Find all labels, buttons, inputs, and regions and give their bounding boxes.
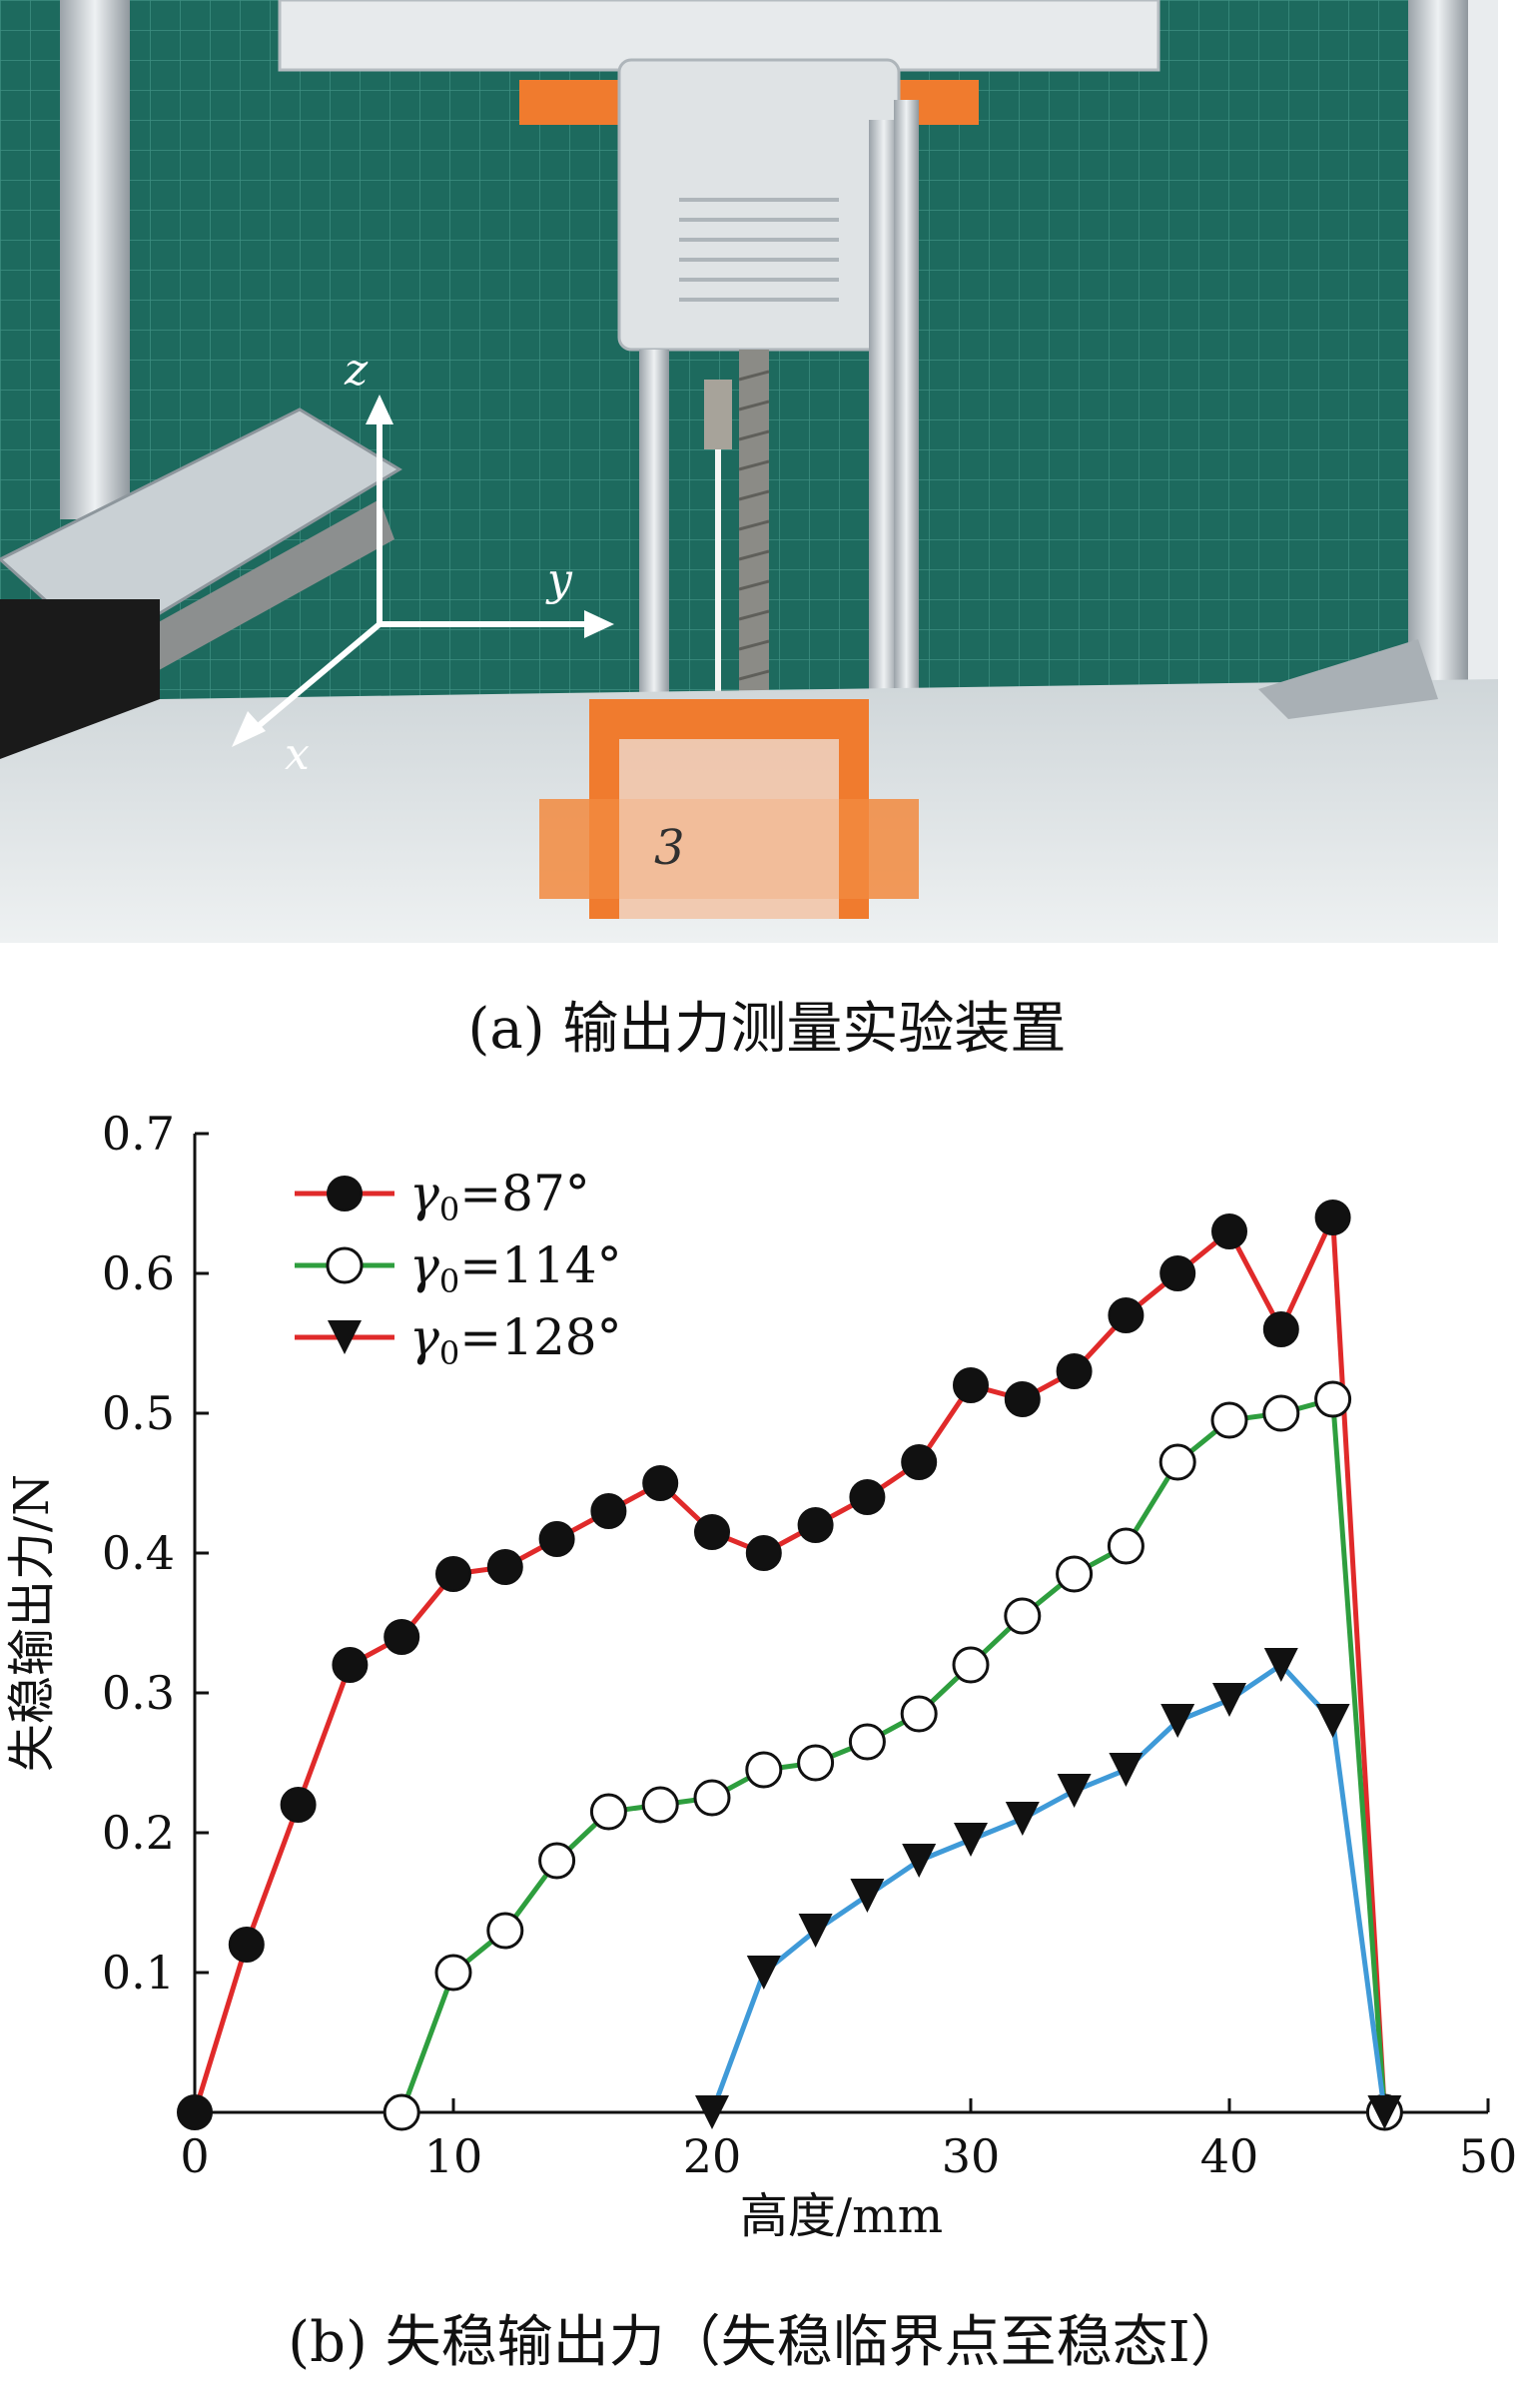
data-point (695, 2095, 729, 2129)
x-tick-label: 10 (424, 2129, 483, 2183)
x-axis-title: 高度/mm (740, 2188, 943, 2244)
data-point (1314, 1380, 1352, 1418)
data-point (435, 1556, 471, 1592)
data-point (848, 1723, 886, 1761)
data-point (1056, 1555, 1094, 1593)
y-tick-label: 0.2 (102, 1806, 175, 1860)
x-axis-label: x (285, 729, 310, 780)
legend-label: γ0=114° (409, 1236, 622, 1300)
data-point (1315, 1704, 1350, 1738)
specimen-mark: 3 (654, 820, 685, 876)
data-point (1057, 1774, 1092, 1808)
data-point (746, 1956, 781, 1990)
legend-entry-2: γ0=114° (295, 1236, 622, 1300)
data-point (383, 2093, 420, 2131)
data-point (384, 1619, 420, 1655)
data-point (642, 1465, 679, 1501)
y-tick-label: 0.5 (102, 1386, 175, 1440)
caption-photo: (a) 输出力测量实验装置 (467, 997, 1067, 1062)
series-line (709, 1661, 1387, 2113)
series-2 (383, 1380, 1403, 2131)
data-point (745, 1751, 783, 1789)
data-point (850, 1879, 885, 1913)
data-point (1056, 1353, 1093, 1389)
x-tick-label: 50 (1459, 2129, 1518, 2183)
series-3 (695, 1648, 1402, 2129)
caption-chart: (b) 失稳输出力（失稳临界点至稳态I） (288, 2310, 1246, 2375)
data-point (1004, 1381, 1041, 1417)
legend-marker (327, 1176, 363, 1211)
legend-marker (328, 1320, 362, 1354)
data-point (538, 1842, 576, 1880)
data-point (1107, 1527, 1145, 1565)
data-point (1108, 1297, 1145, 1333)
data-point (902, 1844, 937, 1878)
data-point (1263, 1648, 1298, 1682)
data-point (1004, 1597, 1042, 1635)
series-line (192, 1215, 1387, 2113)
data-point (486, 1549, 523, 1585)
legend-entry-3: γ0=128° (295, 1308, 622, 1372)
legend-entry-1: γ0=87° (295, 1165, 590, 1228)
data-point (798, 1914, 833, 1948)
data-point (486, 1912, 524, 1950)
data-point (1109, 1753, 1144, 1787)
series-1 (177, 1200, 1403, 2130)
legend-marker (326, 1246, 364, 1284)
data-point (1367, 2095, 1402, 2129)
data-point (900, 1695, 938, 1733)
data-point (332, 1647, 369, 1683)
data-point (1211, 1213, 1247, 1249)
data-point (1212, 1683, 1246, 1717)
data-point (954, 1823, 988, 1857)
data-point (538, 1521, 575, 1557)
data-point (589, 1793, 627, 1831)
legend-label: γ0=87° (409, 1165, 590, 1228)
data-point (1210, 1401, 1248, 1439)
x-tick-label: 40 (1200, 2129, 1259, 2183)
data-point (1158, 1443, 1196, 1481)
y-tick-label: 0.1 (102, 1946, 175, 2000)
data-point (1262, 1311, 1299, 1347)
x-tick-label: 0 (180, 2129, 209, 2183)
coordinate-axes (232, 395, 614, 747)
data-point (434, 1954, 472, 1992)
y-tick-label: 0.7 (102, 1107, 175, 1161)
data-point (641, 1786, 679, 1824)
experiment-photo: 3 z y x (0, 0, 1498, 943)
data-point (693, 1779, 731, 1817)
data-point (1160, 1704, 1195, 1738)
x-tick-label: 20 (683, 2129, 742, 2183)
legend-label: γ0=128° (409, 1308, 622, 1372)
y-tick-label: 0.3 (102, 1666, 175, 1720)
data-point (280, 1787, 317, 1823)
data-point (1005, 1802, 1040, 1836)
y-axis-label: y (545, 554, 573, 605)
data-point (228, 1927, 265, 1963)
y-axis-title: 失稳输出力/N (4, 1474, 60, 1772)
data-point (901, 1444, 938, 1480)
data-point (694, 1514, 730, 1550)
data-point (849, 1479, 886, 1515)
z-axis-label: z (344, 345, 369, 396)
series-line (398, 1395, 1387, 2113)
data-point (797, 1744, 835, 1782)
data-point (745, 1535, 782, 1571)
data-point (797, 1507, 834, 1543)
y-tick-label: 0.6 (102, 1246, 175, 1300)
output-force-chart: 0 10 20 30 40 50 0.1 0.2 0.3 0.4 0.5 0.6 0.7 γ0=87° γ… (4, 1107, 1518, 2244)
data-point (1159, 1255, 1196, 1291)
data-point (952, 1646, 990, 1684)
data-point (1262, 1394, 1300, 1432)
data-point (590, 1493, 627, 1529)
data-point (177, 2094, 213, 2130)
data-point (1314, 1200, 1351, 1235)
y-tick-label: 0.4 (102, 1526, 175, 1580)
x-tick-label: 30 (942, 2129, 1001, 2183)
data-point (953, 1367, 989, 1403)
